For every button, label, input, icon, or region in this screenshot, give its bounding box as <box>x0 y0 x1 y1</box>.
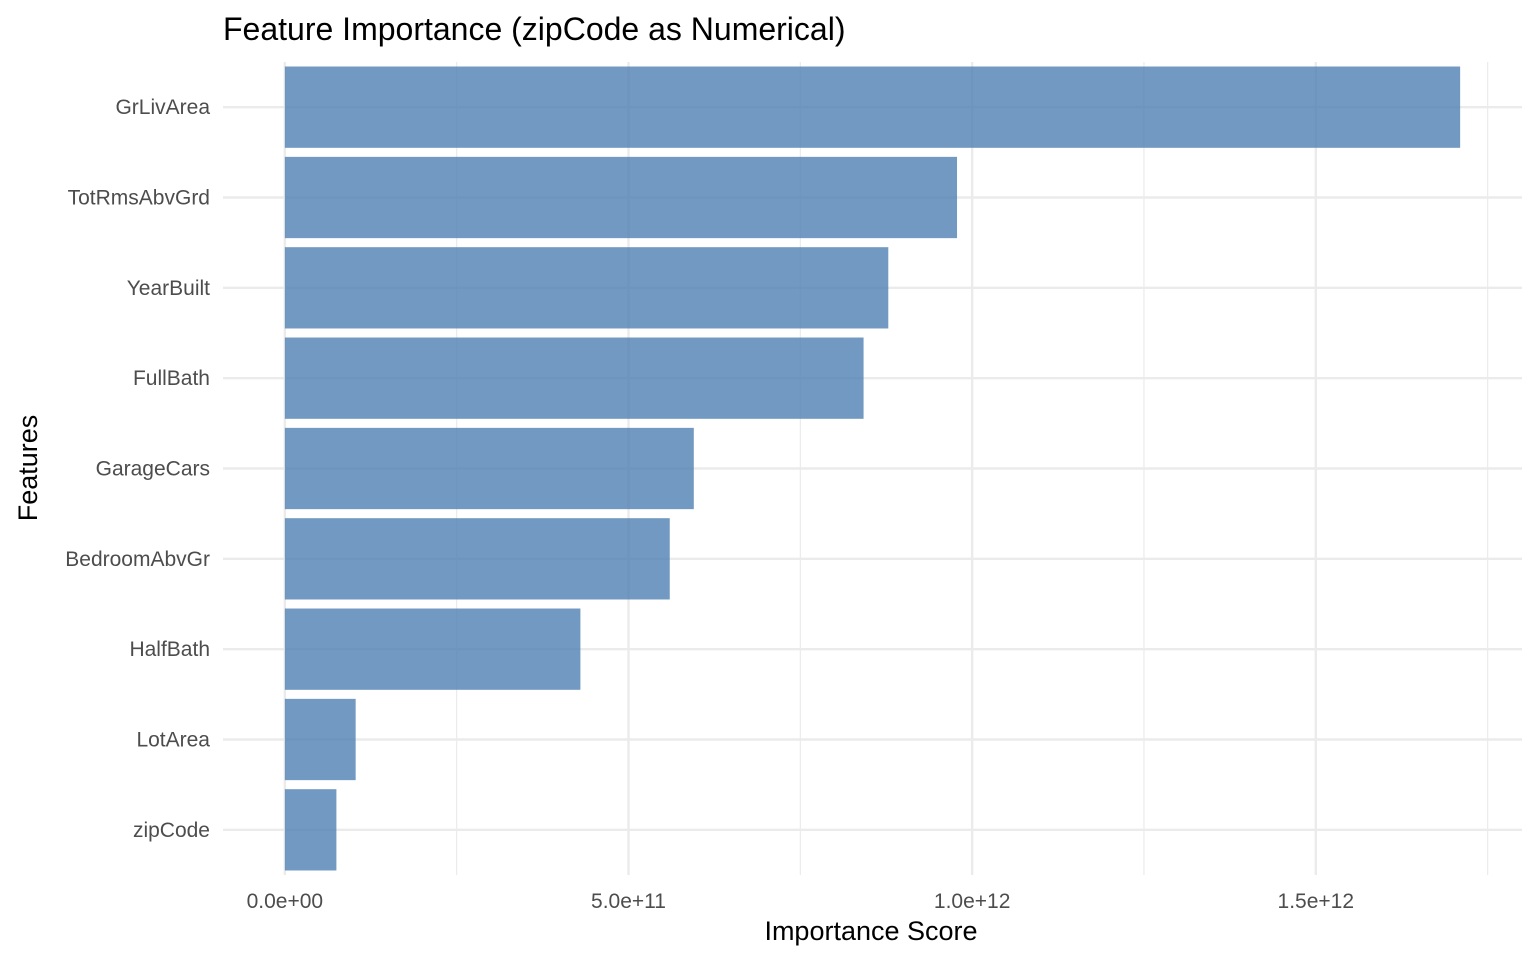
bar-GarageCars <box>284 427 694 510</box>
bar-BedroomAbvGr <box>284 518 670 600</box>
y-tick-label: zipCode <box>133 819 210 842</box>
bars <box>284 66 1461 871</box>
y-tick-label: BedroomAbvGr <box>65 548 210 571</box>
bar-GrLivArea <box>284 66 1461 148</box>
bar-TotRmsAbvGrd <box>284 156 958 239</box>
y-tick-label: TotRmsAbvGrd <box>68 187 210 210</box>
y-tick-label: GarageCars <box>96 458 210 481</box>
bar-LotArea <box>284 698 356 781</box>
chart-title: Feature Importance (zipCode as Numerical… <box>223 11 845 47</box>
y-tick-label: GrLivArea <box>115 96 210 119</box>
x-axis-tick-labels: 0.0e+00 5.0e+11 1.0e+12 1.5e+12 <box>247 890 1354 913</box>
y-axis-title: Features <box>13 415 43 522</box>
x-tick-label: 0.0e+00 <box>247 890 324 913</box>
y-axis-tick-labels: GrLivArea TotRmsAbvGrd YearBuilt FullBath Ga… <box>65 96 210 842</box>
bar-zipCode <box>284 789 337 871</box>
y-tick-label: LotArea <box>136 729 210 752</box>
bar-FullBath <box>284 337 864 419</box>
x-tick-label: 1.5e+12 <box>1278 890 1355 913</box>
bar-HalfBath <box>284 608 581 690</box>
x-tick-label: 1.0e+12 <box>934 890 1011 913</box>
y-tick-label: HalfBath <box>129 638 210 661</box>
bar-YearBuilt <box>284 247 889 329</box>
x-tick-label: 5.0e+11 <box>591 890 666 913</box>
x-axis-title: Importance Score <box>764 916 977 946</box>
y-tick-label: YearBuilt <box>127 277 210 300</box>
y-tick-label: FullBath <box>133 367 210 390</box>
